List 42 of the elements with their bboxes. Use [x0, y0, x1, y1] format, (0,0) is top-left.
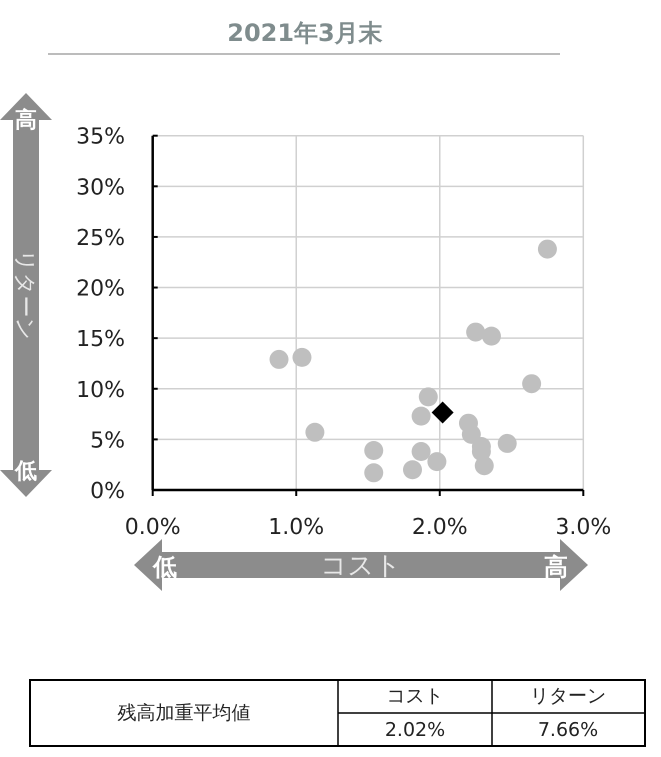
point — [498, 434, 517, 453]
y-tick-label: 5% — [90, 428, 125, 454]
point — [412, 406, 431, 426]
y-tick-label: 20% — [76, 276, 125, 302]
x-tick-label: 3.0% — [555, 515, 612, 540]
chart-title: 2021年3月末 — [227, 19, 384, 47]
text: 低 — [152, 553, 177, 581]
text: 残高加重平均値 — [118, 702, 250, 724]
text: 低 — [14, 459, 37, 484]
point — [466, 322, 486, 342]
point — [432, 401, 454, 424]
text: 高 — [15, 107, 37, 133]
text: 高 — [544, 553, 568, 581]
y-tick-label: 15% — [76, 327, 125, 352]
x-tick-label: 2.0% — [412, 515, 468, 540]
point — [292, 348, 312, 367]
point — [538, 240, 557, 259]
text: コスト — [386, 685, 444, 707]
y-tick-label: 0% — [90, 479, 125, 504]
point — [270, 350, 289, 369]
point — [364, 463, 384, 482]
text: リターン — [530, 685, 606, 707]
x-axis-title: コスト — [320, 551, 402, 581]
x-tick-label: 0.0% — [124, 515, 181, 540]
x-tick-label: 1.0% — [268, 515, 324, 540]
text: 7.66% — [538, 719, 598, 741]
text: 2.02% — [384, 719, 446, 741]
y-tick-label: 35% — [76, 124, 125, 150]
point — [474, 456, 494, 476]
y-tick-label: 30% — [76, 175, 125, 200]
point — [412, 442, 431, 462]
point — [305, 422, 324, 442]
y-tick-label: 10% — [76, 378, 125, 403]
point — [364, 441, 384, 460]
point — [482, 326, 501, 346]
point — [418, 387, 438, 406]
point — [462, 424, 481, 444]
y-tick-label: 25% — [76, 226, 125, 251]
point — [522, 374, 542, 394]
point — [427, 452, 446, 472]
y-axis-title: リターン — [12, 250, 37, 340]
point — [402, 460, 422, 480]
